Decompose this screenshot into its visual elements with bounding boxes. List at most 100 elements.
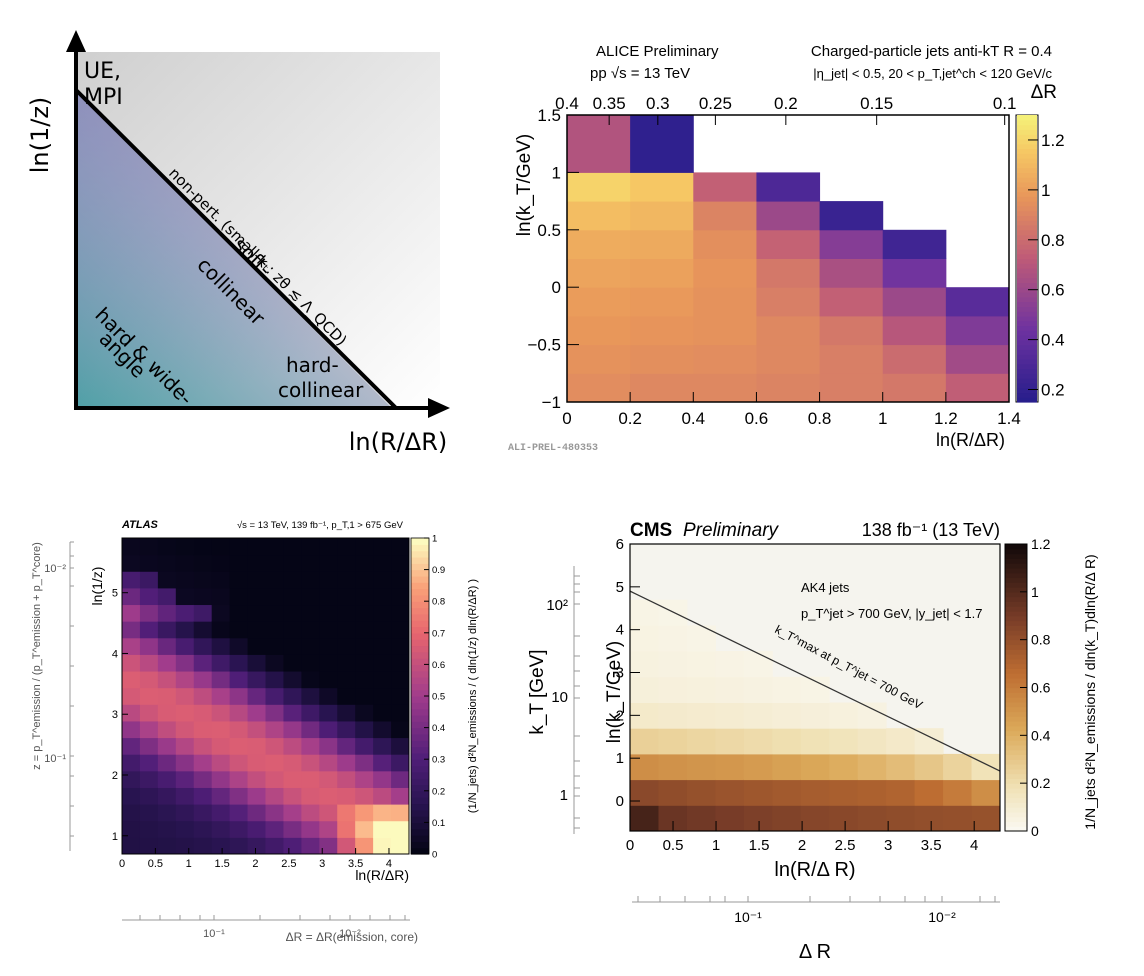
atlas-cell bbox=[355, 770, 374, 788]
atlas-cell bbox=[229, 687, 249, 705]
alice-top-tick-label: 0.1 bbox=[993, 94, 1017, 113]
schematic-panel: ln(1/z) ln(R/ΔR) UE, MPI non-pert. (smal… bbox=[26, 30, 450, 456]
atlas-cell bbox=[373, 554, 392, 572]
atlas-cell bbox=[301, 720, 320, 739]
cms-colorbar-step bbox=[1005, 591, 1027, 598]
cms-colorbar-step bbox=[1005, 720, 1027, 727]
atlas-cell bbox=[283, 637, 302, 655]
atlas-cell bbox=[229, 804, 249, 822]
atlas-colorbar-step bbox=[411, 822, 429, 830]
alice-colorbar-step bbox=[1017, 373, 1037, 379]
atlas-cell bbox=[175, 804, 195, 822]
atlas-cell bbox=[355, 754, 374, 772]
atlas-cell bbox=[175, 754, 195, 772]
atlas-colorbar-step bbox=[411, 803, 429, 811]
atlas-cell bbox=[355, 737, 374, 755]
atlas-xtick-label: 4 bbox=[386, 858, 392, 870]
alice-cell bbox=[567, 201, 631, 231]
cms-axes: 0 0.5 1 1.5 2 2.5 3 3.5 4 0 1 2 3 4 5 6 bbox=[616, 536, 979, 854]
cms-ytick-label: 1 bbox=[616, 750, 624, 767]
atlas-cell bbox=[247, 704, 266, 722]
cms-cell bbox=[829, 779, 859, 806]
cms-cell bbox=[658, 676, 688, 703]
atlas-cell bbox=[265, 804, 284, 822]
atlas-cell bbox=[229, 770, 249, 788]
atlas-xtick-label: 1.5 bbox=[214, 858, 229, 870]
cms-colorbar-step bbox=[1005, 716, 1027, 722]
atlas-ylabel: ln(1/z) bbox=[89, 567, 105, 606]
cms-xtick-label: 1 bbox=[712, 837, 720, 854]
cms-kinematic-line bbox=[629, 590, 1001, 772]
atlas-ztick-label: 0.3 bbox=[432, 755, 445, 766]
atlas-cell bbox=[355, 687, 374, 705]
atlas-cell bbox=[139, 571, 159, 589]
atlas-colorbar-step bbox=[411, 550, 429, 558]
atlas-cell bbox=[391, 654, 410, 672]
cms-cell bbox=[630, 805, 659, 832]
cms-colorbar-step bbox=[1005, 792, 1027, 799]
alice-heatmap bbox=[567, 115, 1010, 403]
cms-colorbar-step bbox=[1005, 692, 1027, 698]
atlas-cell bbox=[175, 770, 195, 788]
atlas-cell bbox=[193, 671, 213, 689]
atlas-cell bbox=[211, 554, 231, 572]
atlas-cell bbox=[247, 621, 266, 639]
cms-cell bbox=[658, 728, 688, 755]
atlas-cell bbox=[247, 687, 266, 705]
ue-label-1: UE, bbox=[84, 59, 121, 84]
alice-colorbar-step bbox=[1017, 268, 1037, 274]
atlas-cell bbox=[122, 604, 141, 622]
atlas-ztick-label: 0.9 bbox=[432, 565, 445, 576]
cms-ztick-label: 1 bbox=[1031, 584, 1039, 600]
cms-cell bbox=[943, 779, 973, 806]
atlas-cell bbox=[157, 654, 177, 672]
atlas-cell bbox=[319, 787, 338, 805]
atlas-cell bbox=[265, 770, 284, 788]
alice-xtick-label: 0 bbox=[562, 409, 571, 428]
alice-header-left-2: pp √s = 13 TeV bbox=[590, 65, 690, 82]
cms-colorbar-step bbox=[1005, 706, 1027, 713]
atlas-cell bbox=[337, 837, 356, 855]
alice-cell bbox=[567, 315, 631, 346]
alice-cell bbox=[630, 373, 694, 403]
alice-header-left-1: ALICE Preliminary bbox=[596, 43, 719, 60]
atlas-cell bbox=[301, 754, 320, 772]
atlas-cell bbox=[122, 837, 141, 855]
cms-ytick-label: 3 bbox=[616, 665, 624, 682]
cms-colorbar-step bbox=[1005, 572, 1027, 579]
alice-colorbar-step bbox=[1017, 325, 1037, 331]
alice-cell bbox=[945, 287, 1010, 317]
atlas-colorbar-step bbox=[411, 696, 429, 703]
atlas-cell bbox=[247, 538, 266, 556]
atlas-cell bbox=[301, 554, 320, 572]
atlas-outer-left-tick-1: 10⁻² bbox=[44, 563, 66, 575]
atlas-cell bbox=[157, 637, 177, 655]
atlas-cell bbox=[139, 837, 159, 855]
atlas-cell bbox=[247, 737, 266, 755]
atlas-cell bbox=[373, 804, 392, 822]
atlas-cell bbox=[247, 587, 266, 606]
atlas-cell bbox=[391, 671, 410, 689]
alice-colorbar-step bbox=[1017, 387, 1037, 394]
atlas-cell bbox=[247, 820, 266, 838]
alice-colorbar-step bbox=[1017, 225, 1037, 231]
atlas-cell bbox=[301, 820, 320, 838]
cms-colorbar-step bbox=[1005, 663, 1027, 669]
cms-cell bbox=[829, 702, 859, 729]
atlas-cell bbox=[139, 637, 159, 655]
atlas-cell bbox=[355, 787, 374, 805]
atlas-cell bbox=[355, 621, 374, 639]
atlas-cell bbox=[283, 554, 302, 572]
alice-cell bbox=[630, 287, 694, 317]
atlas-cell bbox=[355, 820, 374, 838]
cms-outer-ytick-3: 1 bbox=[560, 787, 568, 804]
alice-cell bbox=[756, 344, 821, 374]
atlas-cell bbox=[139, 687, 159, 705]
atlas-cell bbox=[139, 604, 159, 622]
atlas-cell bbox=[211, 820, 231, 838]
atlas-cell bbox=[337, 621, 356, 639]
atlas-cell bbox=[193, 770, 213, 788]
atlas-cell bbox=[373, 604, 392, 622]
atlas-cell bbox=[265, 720, 284, 739]
atlas-cell bbox=[247, 770, 266, 788]
